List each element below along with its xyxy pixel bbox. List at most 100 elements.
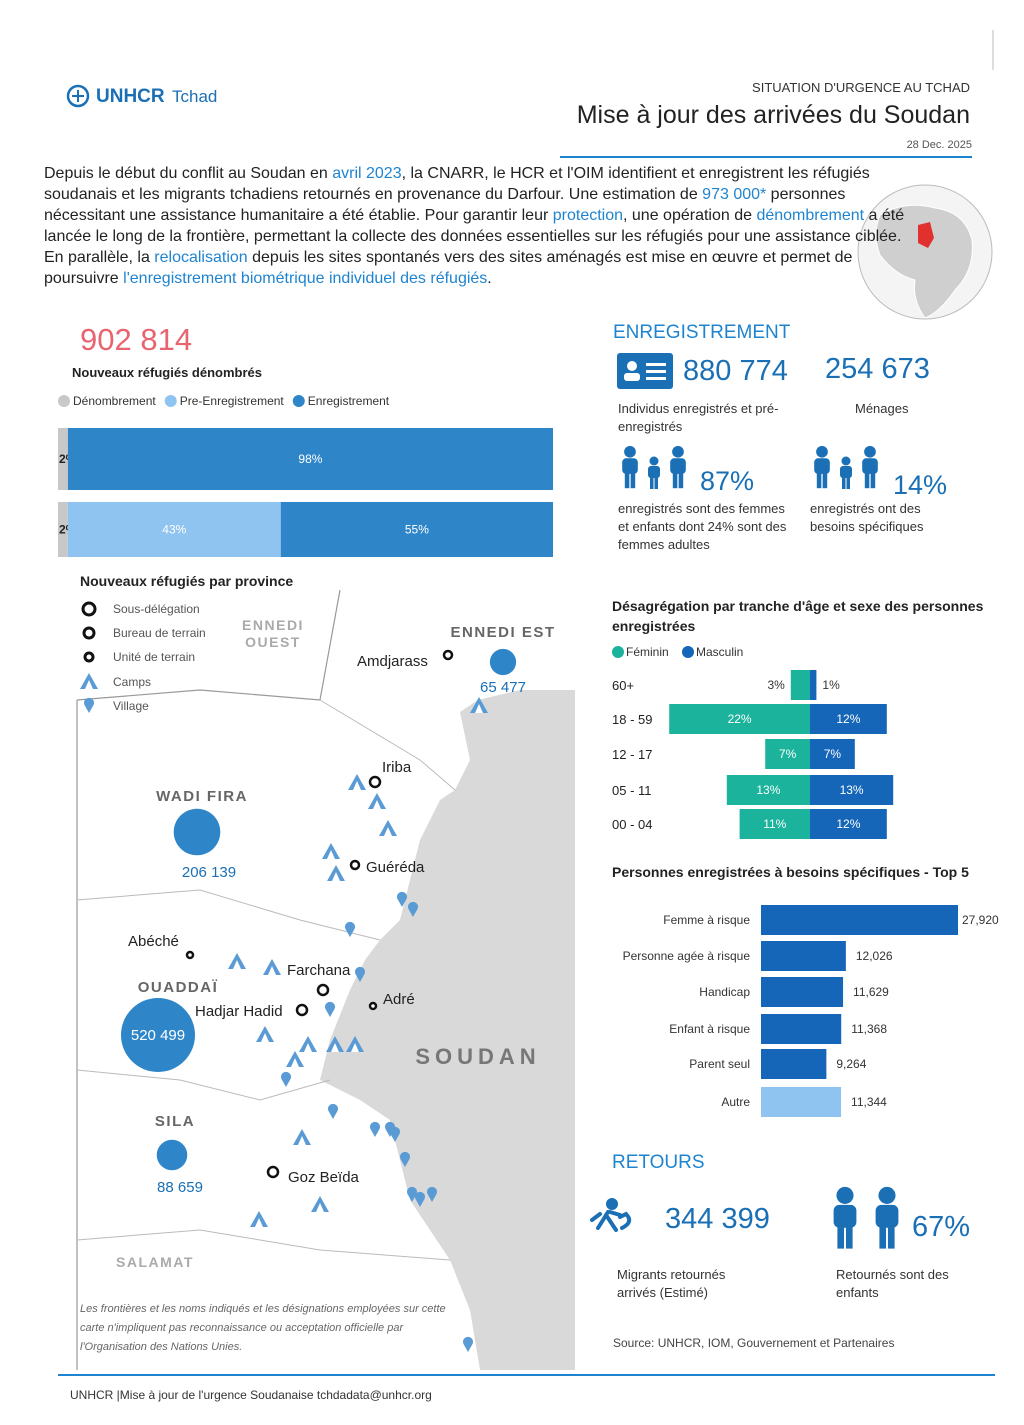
bar-segment — [58, 428, 68, 490]
link[interactable]: protection — [552, 207, 624, 224]
province-name: ENNEDI EST — [450, 624, 555, 641]
map-title: Nouveaux réfugiés par province — [80, 573, 294, 589]
pyramid-label: 13% — [756, 783, 780, 797]
category-label: Handicap — [699, 985, 750, 999]
province-value: 88 659 — [157, 1179, 203, 1196]
category-label: 12 - 17 — [612, 747, 652, 762]
kicker: SITUATION D'URGENCE AU TCHAD — [752, 80, 970, 95]
pyramid-bar — [726, 775, 810, 805]
place-name: Abéché — [128, 933, 179, 950]
text-run: personnes nécessitant une assistance hum… — [44, 186, 846, 224]
category-label: Autre — [721, 1095, 750, 1109]
needs-title: Personnes enregistrées à besoins spécifi… — [612, 864, 969, 880]
stat-value: 344 399 — [665, 1203, 770, 1235]
legend-label: Bureau de terrain — [113, 626, 206, 640]
pyramid-label: 7% — [824, 747, 842, 761]
logo-sub: Tchad — [172, 87, 218, 106]
category-label: Personne agée à risque — [623, 949, 751, 963]
legend-label: Féminin — [626, 645, 669, 659]
pyramid-bar — [739, 809, 810, 839]
place-icon — [295, 1003, 309, 1017]
place-name: Goz Beïda — [288, 1169, 360, 1186]
legend-label: Sous-délégation — [113, 602, 200, 616]
pyramid-bar — [790, 670, 810, 700]
region-name: SALAMAT — [116, 1254, 194, 1270]
category-label: 00 - 04 — [612, 817, 652, 832]
pyramid-label: 3% — [767, 678, 785, 692]
value-label: 11,344 — [851, 1095, 887, 1109]
pyramid-bar — [810, 704, 887, 734]
link[interactable]: 973 000* — [702, 186, 767, 203]
category-label: Enfant à risque — [669, 1022, 750, 1036]
place-icon — [349, 859, 361, 871]
needs-bar — [761, 977, 844, 1007]
bar-segment — [67, 428, 554, 490]
legend-label: Pre-Enregistrement — [180, 394, 285, 408]
legend-swatch — [682, 646, 694, 658]
legend-label: Unité de terrain — [113, 650, 195, 664]
stat-value: 254 673 — [825, 353, 930, 385]
place-name: Iriba — [382, 759, 412, 776]
stat-value: 14% — [893, 470, 948, 500]
legend-label: Dénombrement — [73, 394, 156, 408]
place-icon — [368, 1001, 378, 1011]
pyramid-bar — [765, 739, 810, 769]
stat-label: Individus enregistrés et pré-enregistrés — [618, 401, 779, 434]
place-icon — [185, 950, 195, 960]
date: 28 Dec. 2025 — [906, 139, 972, 151]
value-label: 11,368 — [851, 1022, 887, 1036]
bar-label: 98% — [298, 452, 322, 466]
place-name: Guéréda — [366, 859, 425, 876]
pyramid-label: 11% — [763, 817, 786, 831]
text-run: . — [487, 270, 492, 287]
legend-icon — [83, 651, 95, 663]
intro: Depuis le début du conflit au Soudan en … — [44, 163, 914, 289]
pyramid-label: 22% — [728, 712, 752, 726]
pyramid-bar — [669, 704, 810, 734]
children-icon — [833, 1186, 899, 1249]
value-label: 27,920 — [962, 913, 999, 927]
province-bubble — [489, 648, 517, 676]
logo: UNHCR — [96, 86, 165, 107]
pyramid-label: 12% — [836, 712, 860, 726]
pyramid-bar — [810, 809, 887, 839]
needs-bar — [761, 941, 846, 971]
bar-label: 55% — [405, 523, 429, 537]
stat-value: 87% — [700, 466, 755, 496]
region-name: OUEST — [245, 634, 301, 650]
link[interactable]: l'enregistrement biométrique individuel … — [123, 270, 488, 287]
needs-bar — [761, 1014, 842, 1044]
text-run: Depuis le début du conflit au Soudan en — [44, 165, 333, 182]
legend-icon — [81, 601, 97, 617]
legend-swatch — [612, 646, 624, 658]
province-bubble — [156, 1139, 188, 1171]
legend-swatch — [164, 395, 177, 407]
bar-segment — [280, 502, 553, 557]
section-heading: RETOURS — [612, 1152, 705, 1173]
legend-icon — [80, 673, 98, 689]
category-label: 60+ — [612, 678, 634, 693]
category-label: 18 - 59 — [612, 712, 652, 727]
province-value: 206 139 — [182, 864, 236, 881]
place-name: Farchana — [287, 962, 351, 979]
footer: UNHCR |Mise à jour de l'urgence Soudanai… — [70, 1388, 432, 1402]
link[interactable]: avril 2023 — [332, 165, 402, 182]
province-value: 65 477 — [480, 679, 526, 696]
region-name: ENNEDI — [242, 617, 304, 633]
globe — [857, 184, 993, 320]
value-label: 9,264 — [836, 1057, 866, 1071]
pyramid-label: 7% — [779, 747, 797, 761]
link[interactable]: dénombrement — [756, 207, 865, 224]
link[interactable]: relocalisation — [154, 249, 248, 266]
needs-bar — [761, 1087, 842, 1117]
stat-label: enregistrés sont des femmes et enfants d… — [618, 501, 787, 552]
pyramid-label: 1% — [822, 678, 840, 692]
legend-icon — [82, 626, 96, 640]
total-new: 902 814 — [80, 322, 193, 357]
stat-value: 67% — [912, 1211, 971, 1243]
stat-label: Retournés sont des enfants — [836, 1267, 949, 1300]
category-label: Parent seul — [689, 1057, 750, 1071]
map-base — [76, 589, 575, 1370]
